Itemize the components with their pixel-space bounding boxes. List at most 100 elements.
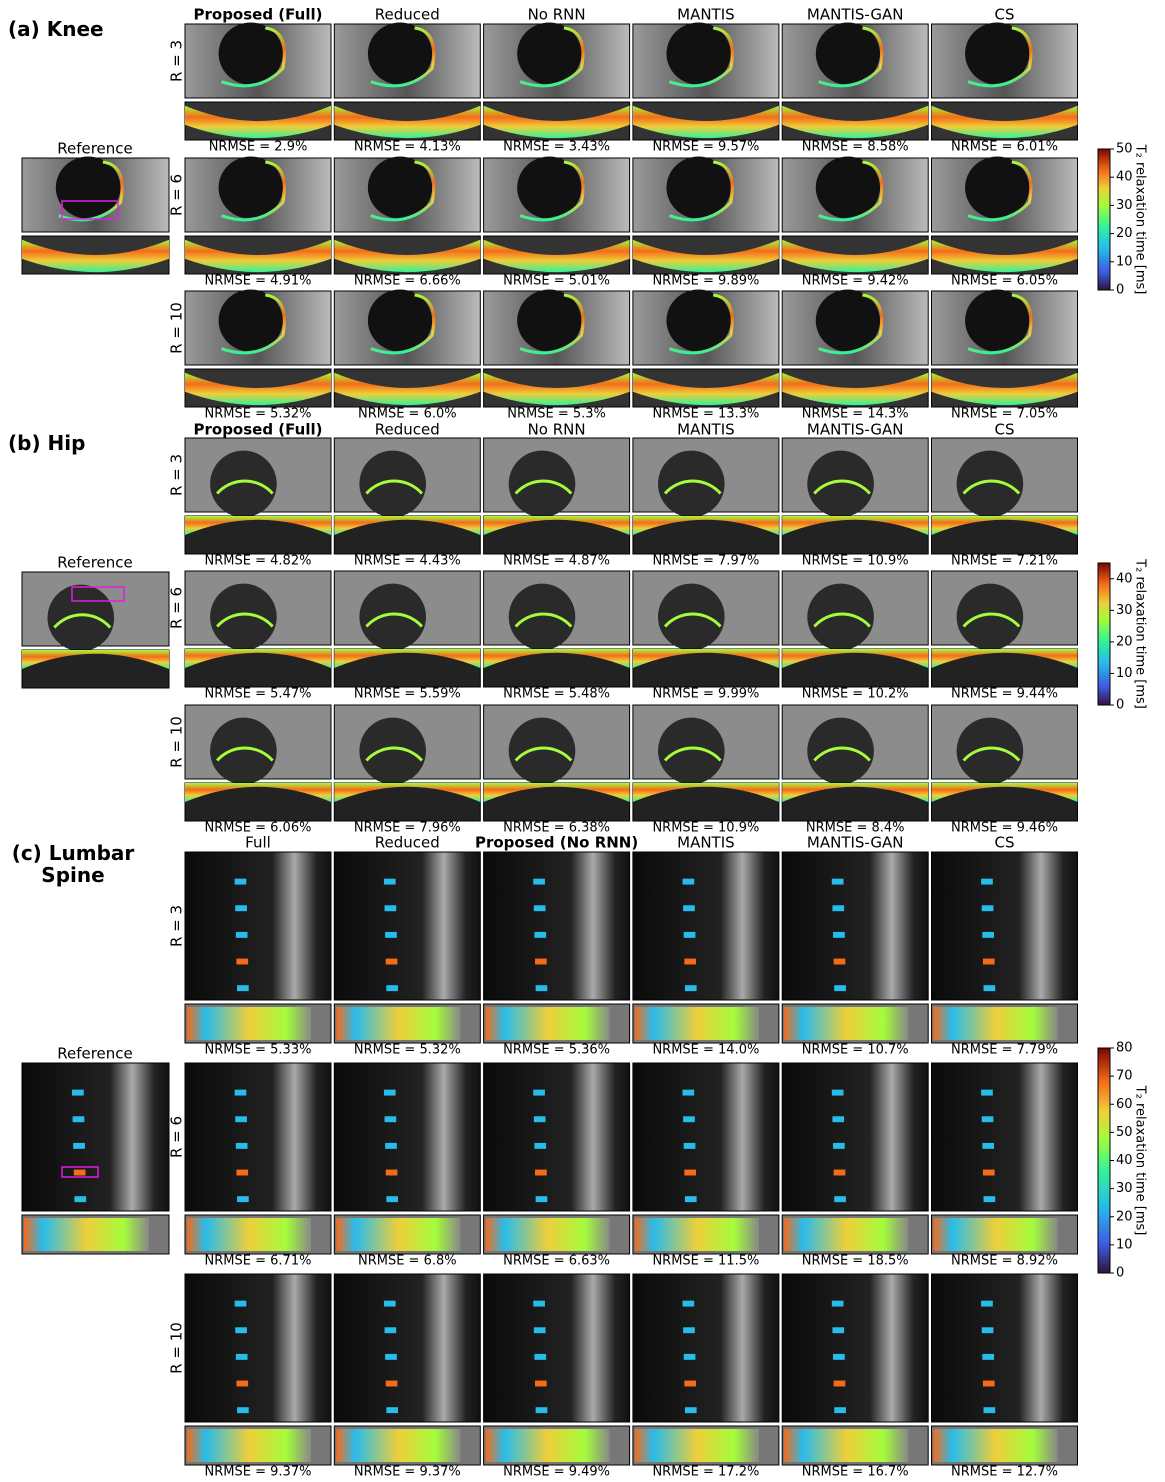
nrmse-label: NRMSE = 5.33% (205, 1043, 312, 1058)
nrmse-label: NRMSE = 7.05% (951, 407, 1058, 422)
zoom-map (934, 1218, 1058, 1251)
zoom-panel (633, 1215, 779, 1254)
disc (235, 1301, 247, 1307)
image-panel (334, 852, 480, 1000)
nrmse-label: NRMSE = 10.9% (802, 554, 909, 569)
image-panel (782, 852, 928, 1000)
disc (533, 879, 545, 885)
zoom-panel (185, 783, 331, 821)
disc (74, 1196, 86, 1202)
image-panel (633, 1274, 779, 1422)
column-header: CS (995, 834, 1015, 852)
disc (534, 1354, 546, 1360)
zoom-map (187, 1218, 311, 1251)
row-label: R = 10 (168, 302, 186, 354)
image-panel (932, 290, 1078, 365)
image-bg (633, 1274, 779, 1422)
zoom-panel (484, 1004, 630, 1043)
image-panel (782, 23, 928, 98)
image-panel (932, 852, 1078, 1000)
femoral-head (807, 584, 874, 651)
zoom-panel (782, 102, 928, 140)
zoom-panel (782, 516, 928, 554)
disc (236, 959, 248, 965)
image-panel (932, 705, 1078, 784)
zoom-panel (633, 1426, 779, 1465)
femoral-head (658, 451, 725, 518)
disc (832, 1327, 844, 1333)
image-panel (484, 571, 630, 650)
zoom-panel (334, 516, 480, 554)
disc (384, 879, 396, 885)
disc (834, 1170, 846, 1176)
disc (385, 1354, 397, 1360)
zoom-panel (932, 649, 1078, 687)
image-bg (334, 852, 480, 1000)
image-panel (185, 1063, 331, 1211)
disc (982, 1143, 994, 1149)
colorbar-label: T₂ relaxation time [ms] (1133, 558, 1148, 709)
disc (981, 1090, 993, 1096)
disc (833, 1354, 845, 1360)
image-panel (22, 1063, 169, 1211)
disc (235, 1327, 247, 1333)
figure-canvas: Proposed (Full)ReducedNo RNNMANTISMANTIS… (0, 0, 1165, 1482)
disc (536, 1196, 548, 1202)
disc (684, 1354, 696, 1360)
zoom-panel (334, 1215, 480, 1254)
zoom-panel (22, 236, 169, 274)
disc (235, 879, 247, 885)
image-bg (185, 852, 331, 1000)
femoral-head (658, 584, 725, 651)
zoom-panel (932, 1004, 1078, 1043)
nrmse-label: NRMSE = 14.3% (802, 407, 909, 422)
zoom-map (187, 1007, 311, 1040)
femoral-head (957, 451, 1024, 518)
zoom-panel (334, 1426, 480, 1465)
image-panel (782, 438, 928, 517)
column-header: MANTIS (677, 834, 735, 852)
colorbar-tick-label: 30 (1116, 603, 1133, 618)
colorbar (1098, 563, 1110, 705)
reference-label: Reference (57, 554, 133, 572)
zoom-map (784, 1429, 908, 1462)
zoom-panel (932, 102, 1078, 140)
nrmse-label: NRMSE = 6.01% (951, 140, 1058, 155)
colorbar-tick-label: 40 (1116, 1153, 1133, 1168)
image-panel (185, 852, 331, 1000)
zoom-map (187, 1429, 311, 1462)
image-panel (334, 23, 480, 98)
nrmse-label: NRMSE = 9.37% (205, 1465, 312, 1480)
femoral-head (210, 584, 277, 651)
panel-title: (b) Hip (8, 432, 168, 454)
disc (534, 1116, 546, 1122)
disc (832, 905, 844, 911)
disc (536, 1407, 548, 1413)
zoom-panel (334, 783, 480, 821)
image-bg (782, 1063, 928, 1211)
disc (982, 1327, 994, 1333)
image-panel (782, 571, 928, 650)
femoral-head (957, 718, 1024, 785)
image-bg (484, 1274, 630, 1422)
image-bg (932, 852, 1078, 1000)
colorbar-tick-label: 60 (1116, 1097, 1133, 1112)
image-panel (932, 1063, 1078, 1211)
image-panel (334, 438, 480, 517)
disc (982, 1116, 994, 1122)
disc (683, 1116, 695, 1122)
image-bg (782, 1274, 928, 1422)
zoom-panel (782, 1426, 928, 1465)
nrmse-label: NRMSE = 5.59% (354, 687, 461, 702)
nrmse-label: NRMSE = 11.5% (652, 1254, 759, 1269)
image-panel (932, 1274, 1078, 1422)
disc (834, 1196, 846, 1202)
nrmse-label: NRMSE = 5.3% (507, 407, 606, 422)
disc (832, 1301, 844, 1307)
zoom-panel (782, 236, 928, 274)
disc (534, 905, 546, 911)
column-header: CS (995, 421, 1015, 439)
image-panel (633, 290, 779, 365)
nrmse-label: NRMSE = 9.37% (354, 1465, 461, 1480)
row-label: R = 6 (168, 174, 186, 216)
